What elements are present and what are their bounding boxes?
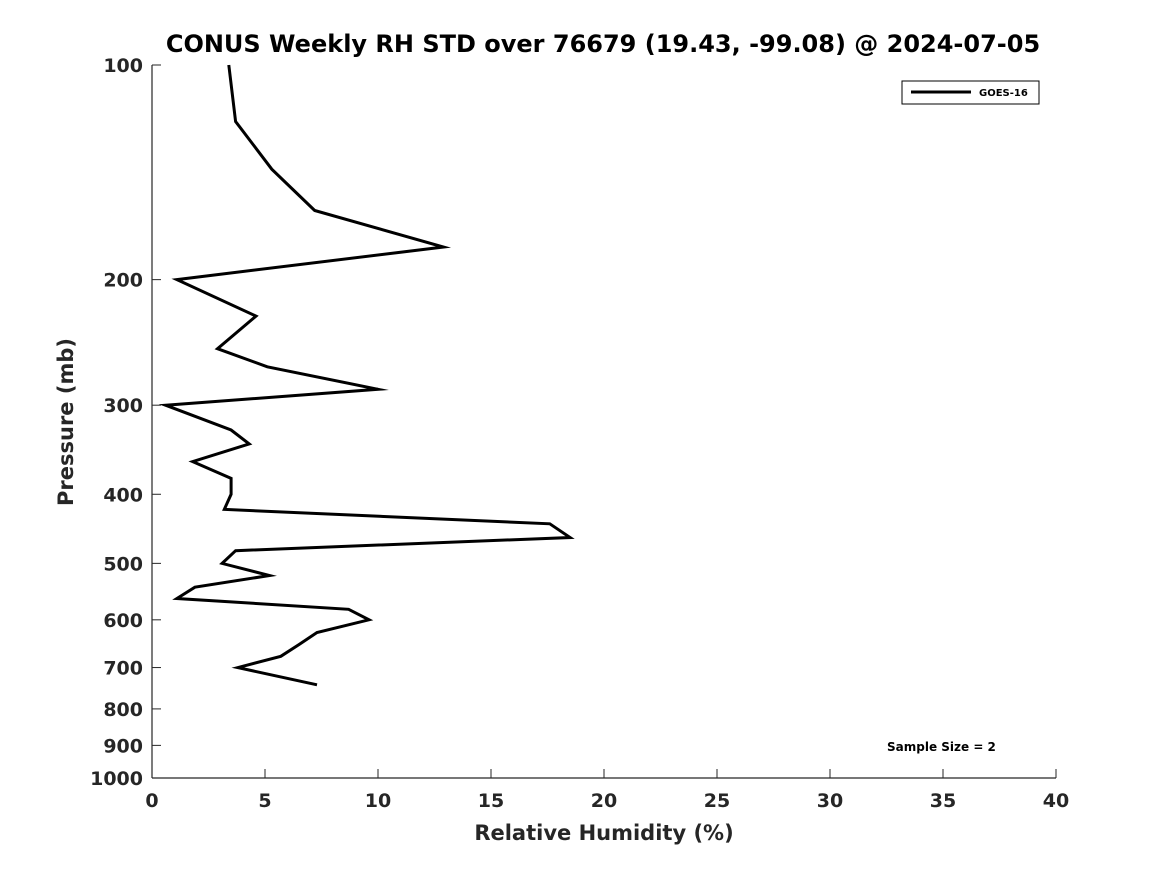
x-tick-label: 5 (258, 790, 271, 812)
x-tick-label: 25 (704, 790, 730, 812)
x-tick-label: 20 (591, 790, 617, 812)
x-tick-label: 35 (930, 790, 956, 812)
x-tick-label: 15 (478, 790, 504, 812)
series-line-goes16 (158, 64, 575, 687)
axis-ticks: 0 5 10 15 20 25 30 35 40 100 200 300 400 500 600 700 800… (90, 55, 1069, 812)
y-tick-label: 400 (103, 484, 143, 506)
legend: GOES-16 (901, 80, 1040, 105)
legend-label: GOES-16 (979, 88, 1028, 99)
y-axis-label: Pressure (mb) (54, 338, 78, 506)
y-tick-label: 900 (103, 735, 143, 757)
x-tick-label: 10 (365, 790, 391, 812)
y-tick-label: 200 (103, 270, 143, 292)
y-tick-label: 800 (103, 699, 143, 721)
x-axis-label: Relative Humidity (%) (474, 821, 733, 845)
y-tick-label: 600 (103, 610, 143, 632)
y-tick-label: 700 (103, 658, 143, 680)
series-layer (158, 64, 575, 687)
y-tick-label: 1000 (90, 768, 143, 790)
plot-axes (151, 65, 1056, 779)
y-tick-label: 300 (103, 395, 143, 417)
y-tick-label: 500 (103, 553, 143, 575)
x-tick-label: 40 (1043, 790, 1069, 812)
x-tick-label: 30 (817, 790, 843, 812)
y-tick-label: 100 (103, 55, 143, 77)
sample-size-annotation: Sample Size = 2 (887, 740, 996, 754)
x-tick-label: 0 (145, 790, 158, 812)
chart-title: CONUS Weekly RH STD over 76679 (19.43, -… (166, 30, 1040, 58)
